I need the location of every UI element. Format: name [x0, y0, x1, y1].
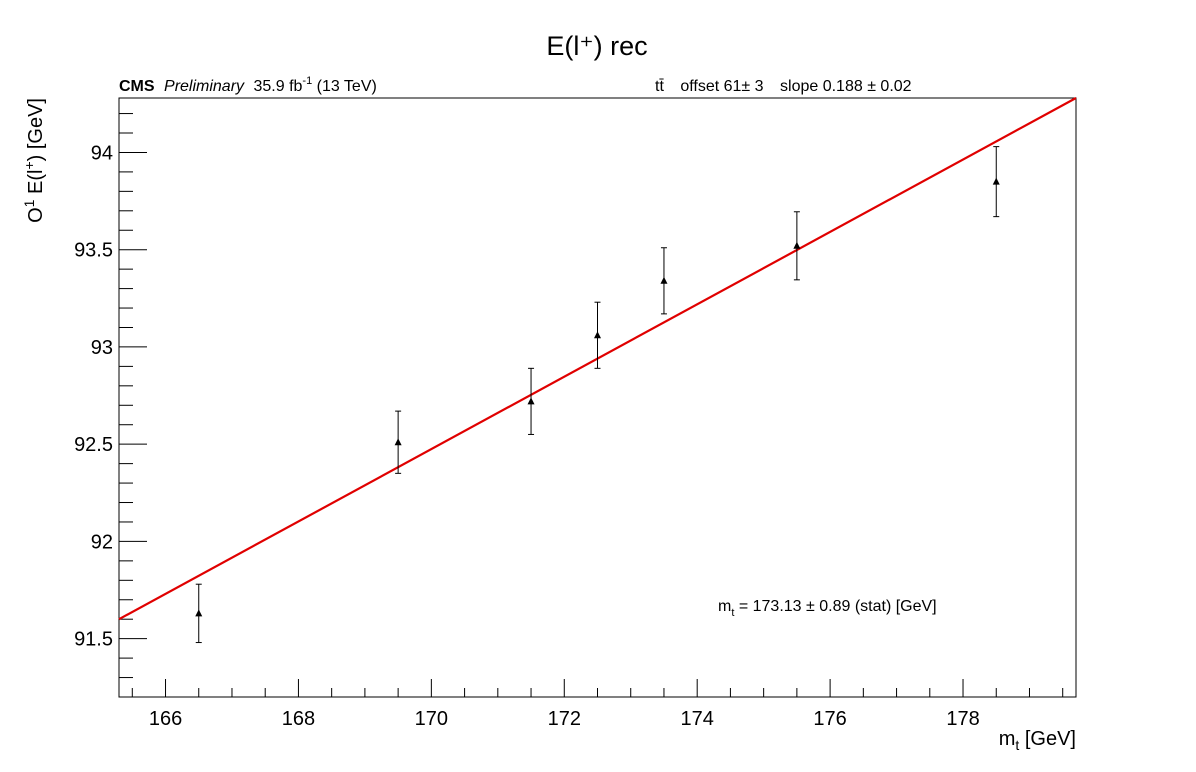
y-axis-label-main: O [25, 207, 47, 223]
triangle-marker [594, 331, 601, 339]
x-tick-labels: 166 168 170 172 174 176 178 [149, 708, 980, 730]
y-axis-label: O1 E(l+) [GeV] [21, 98, 47, 223]
x-tick-label: 172 [548, 708, 581, 730]
triangle-marker [195, 609, 203, 617]
result-sub: t [731, 607, 734, 619]
x-axis-label: mt [GeV] [999, 728, 1076, 753]
x-axis-label-main: m [999, 728, 1016, 750]
triangle-marker [527, 397, 535, 405]
y-tick-label: 93 [91, 337, 113, 359]
cms-text: CMS [119, 78, 155, 95]
data-points [195, 146, 1000, 644]
x-tick-label: 176 [813, 708, 846, 730]
data-point [992, 146, 1000, 218]
y-axis-label-sup2: + [21, 161, 37, 169]
result-value: = 173.13 ± 0.89 (stat) [GeV] [734, 598, 936, 615]
lumi-text: 35.9 fb [253, 78, 302, 95]
triangle-marker [992, 177, 1000, 185]
y-axis-label-unit: ) [GeV] [25, 98, 47, 161]
x-tick-label: 170 [415, 708, 448, 730]
process-text: tt̄ [655, 78, 664, 95]
data-point [793, 211, 801, 281]
data-point [527, 367, 535, 435]
y-axis-label-sup: 1 [21, 199, 37, 207]
triangle-marker [793, 241, 801, 249]
x-axis-label-unit: [GeV] [1019, 728, 1076, 750]
result-m: m [718, 598, 731, 615]
y-tick-label: 93.5 [74, 240, 113, 262]
x-tick-label: 168 [282, 708, 315, 730]
data-point [195, 583, 203, 644]
axis-ticks [119, 113, 1064, 698]
y-axis-label-mid: E(l [25, 170, 47, 200]
y-tick-label: 91.5 [74, 629, 113, 651]
data-point [660, 247, 668, 315]
x-tick-label: 166 [149, 708, 182, 730]
x-tick-label: 174 [681, 708, 714, 730]
triangle-marker [394, 438, 402, 446]
result-label: mt = 173.13 ± 0.89 (stat) [GeV] [718, 598, 937, 619]
triangle-marker [660, 276, 668, 284]
y-tick-label: 92 [91, 531, 113, 553]
x-axis-label-sub: t [1015, 737, 1019, 753]
preliminary-text: Preliminary [164, 78, 245, 95]
y-tick-label: 92.5 [74, 434, 113, 456]
data-point [394, 410, 402, 474]
y-tick-labels: 91.5 92 92.5 93 93.5 94 [74, 142, 113, 650]
cms-label: CMS Preliminary 35.9 fb-1 (13 TeV) [119, 75, 377, 95]
lumi-sup: -1 [302, 75, 312, 87]
y-tick-label: 94 [91, 142, 113, 164]
energy-text: (13 TeV) [312, 78, 377, 95]
slope-text: slope 0.188 ± 0.02 [780, 78, 912, 95]
data-point [594, 301, 601, 369]
fit-parameters-label: tt̄ offset 61± 3 slope 0.188 ± 0.02 [655, 78, 912, 95]
x-tick-label: 178 [946, 708, 979, 730]
chart-title: E(l⁺) rec [546, 31, 647, 61]
offset-text: offset 61± 3 [680, 78, 763, 95]
